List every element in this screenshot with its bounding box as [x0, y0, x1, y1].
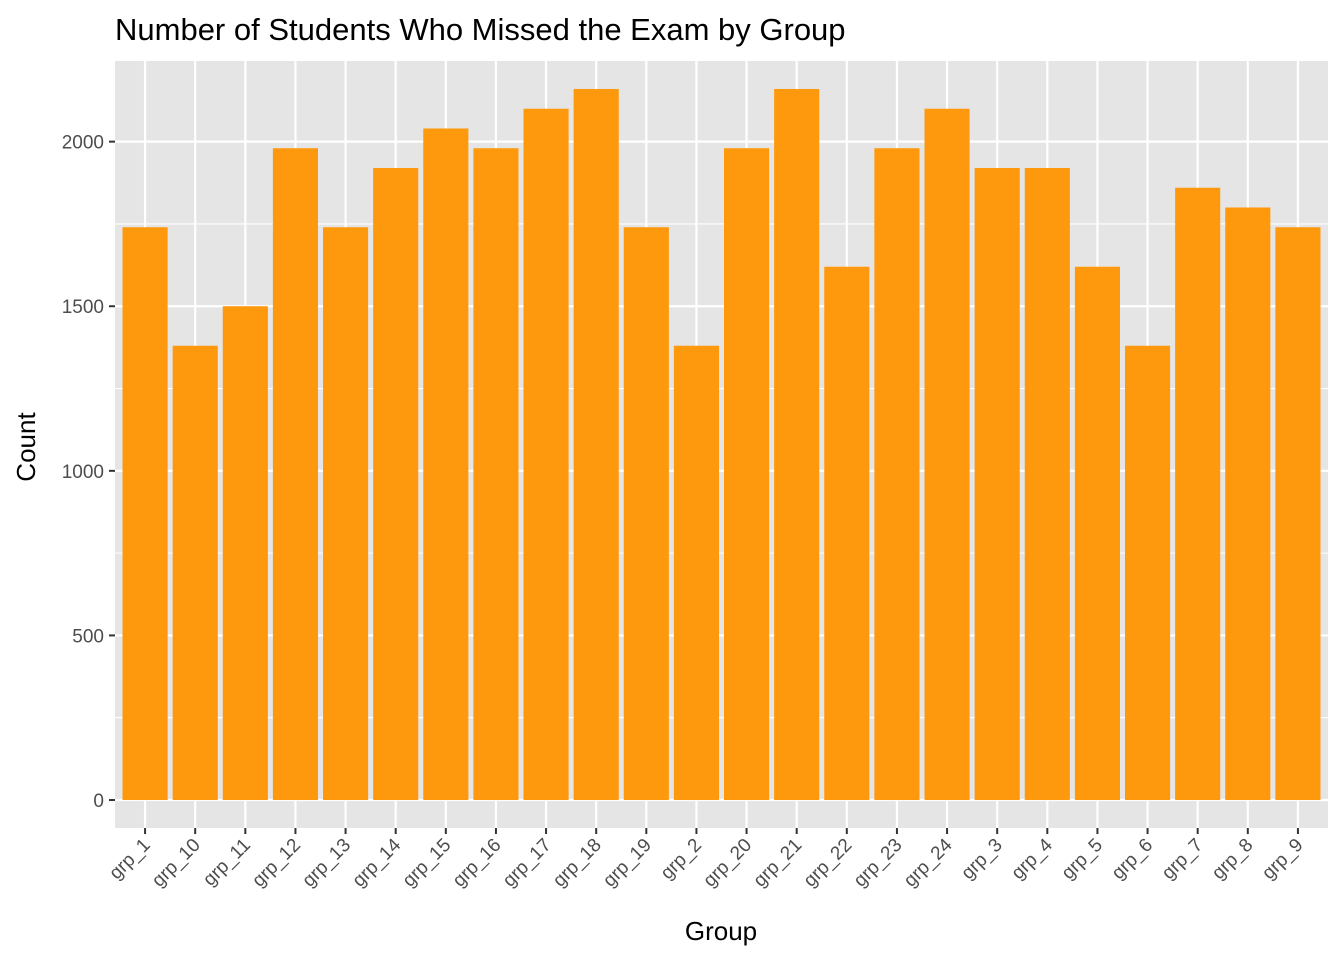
bar-grp_7 [1175, 187, 1221, 801]
x-axis-title: Group [685, 916, 757, 946]
bar-grp_13 [323, 227, 369, 801]
bar-grp_4 [1024, 167, 1070, 801]
bar-grp_9 [1275, 227, 1321, 801]
bar-grp_18 [573, 88, 619, 801]
bar-grp_14 [373, 167, 419, 801]
y-axis-title: Count [11, 412, 41, 482]
y-tick-label: 1500 [62, 297, 104, 318]
bar-grp_6 [1124, 345, 1171, 801]
bar-grp_10 [172, 345, 218, 801]
bar-grp_5 [1074, 266, 1120, 801]
y-tick-label: 500 [72, 626, 104, 647]
bar-grp_1 [122, 227, 168, 801]
bar-grp_12 [272, 148, 319, 801]
bar-grp_15 [423, 128, 469, 801]
bar-grp_24 [924, 108, 970, 801]
chart-title: Number of Students Who Missed the Exam b… [115, 12, 846, 47]
bar-grp_22 [824, 266, 870, 801]
y-axis: 0 500 1000 1500 2000 [62, 133, 115, 812]
bars [122, 88, 1321, 801]
y-tick-label: 2000 [62, 133, 104, 154]
bar-grp_21 [774, 88, 820, 801]
bar-grp_3 [974, 167, 1020, 801]
bar-grp_23 [874, 148, 920, 801]
bar-grp_20 [724, 148, 770, 801]
bar-grp_11 [222, 306, 268, 801]
y-tick-label: 1000 [62, 462, 104, 483]
bar-grp_8 [1225, 207, 1271, 801]
bar-grp_16 [473, 148, 519, 801]
bar-grp_17 [523, 108, 569, 801]
y-tick-label: 0 [93, 791, 104, 812]
bar-grp_19 [623, 227, 669, 801]
bar-grp_2 [673, 345, 719, 801]
